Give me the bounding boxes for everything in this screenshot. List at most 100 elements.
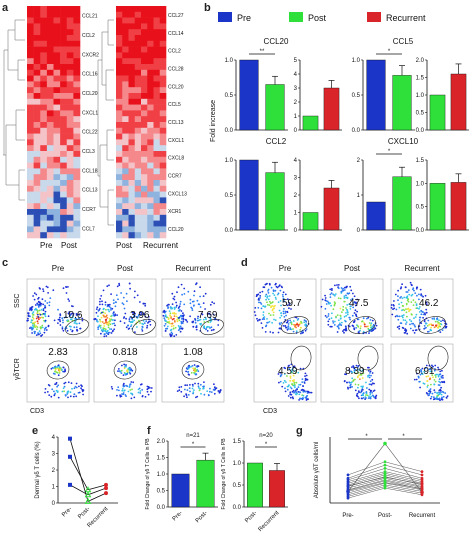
heatmap-right-cell: [116, 58, 123, 65]
heatmap-left-cell: [66, 110, 74, 117]
d-ssc-plot-event: [399, 322, 402, 324]
c-ssc-plot-event: [129, 321, 132, 324]
heatmap-left-cell: [40, 139, 48, 146]
c-ssc-plot-event: [205, 318, 207, 321]
d-ssc-plot-event: [327, 313, 330, 315]
d-ssc-plot-event: [263, 286, 266, 289]
c-ssc-plot-event: [131, 317, 134, 320]
heatmap-right-cell: [153, 133, 161, 140]
heatmap-left-cell: [46, 214, 54, 221]
d-tcr-plot-event: [429, 377, 431, 380]
heatmap-right-cell: [122, 46, 129, 53]
heatmap-left-cell: [33, 191, 41, 198]
heatmap-left-cell: [53, 209, 61, 216]
c-ssc-plot-event: [30, 319, 33, 322]
heatmap-right-cell: [128, 139, 136, 146]
c-tcr-value: 1.08: [183, 347, 203, 358]
c-ssc-plot-event: [98, 324, 101, 327]
d-ssc-plot-event: [405, 323, 407, 325]
d-tcr-plot-event: [296, 388, 298, 391]
d-ssc-plot-event: [328, 318, 331, 321]
c-tcr-plot-event: [116, 394, 118, 397]
c-ssc-plot-event: [114, 319, 116, 322]
heatmap-right-cell: [116, 214, 123, 221]
d-ssc-plot-event: [272, 307, 275, 310]
c-ssc-plot-event: [65, 292, 68, 294]
heatmap-right-cell: [147, 64, 154, 71]
heatmap-left-cell: [60, 87, 68, 94]
d-ssc-plot-event: [412, 287, 415, 290]
d-ssc-plot-event: [399, 297, 401, 299]
d-ssc-plot-event: [259, 301, 262, 304]
c-ssc-plot-event: [211, 301, 214, 304]
c-ssc-plot-event: [163, 310, 166, 313]
c-ssc-plot-event: [144, 304, 147, 307]
d-ssc-plot-event: [362, 330, 365, 333]
heatmap-right-gene-label: CCL20: [168, 84, 184, 90]
d-tcr-plot-event: [283, 373, 286, 375]
c-ssc-plot-event: [74, 317, 77, 320]
c-ssc-plot-event: [99, 318, 101, 321]
c-ssc-plot-event: [195, 328, 198, 331]
heatmap-left-cell: [46, 168, 54, 175]
c-ssc-plot-event: [31, 312, 34, 315]
c-ssc-plot-event: [191, 309, 194, 311]
d-ssc-plot-event: [263, 318, 266, 320]
heatmap-right-cell: [159, 151, 167, 158]
d-ssc-plot-event: [411, 322, 413, 325]
c-ssc-plot-event: [107, 308, 109, 311]
c-ssc-plot-event: [121, 302, 124, 304]
heatmap-dendrograms: [3, 19, 114, 226]
heatmap-right-cell: [134, 87, 142, 94]
heatmap-left-cell: [66, 127, 74, 134]
c-ssc-plot-event: [68, 300, 71, 302]
c-tcr-plot-event: [129, 383, 132, 386]
d-ssc-plot-event: [350, 299, 352, 301]
d-tcr-plot-event: [359, 373, 362, 376]
heatmap-left-cell: [33, 110, 41, 117]
bar-y-tick-label: 4: [294, 158, 298, 164]
d-tcr-plot-event: [351, 385, 353, 388]
heatmap-right-cell: [116, 40, 123, 47]
d-ssc-plot-event: [407, 298, 410, 301]
heatmap-left-cell: [46, 220, 54, 227]
f1-ylabel: Fold Change of γδ T Cells in PB: [145, 438, 151, 510]
heatmap-right-cell: [116, 122, 123, 129]
d-tcr-plot-event: [356, 394, 358, 396]
d-ssc-plot-event: [339, 317, 342, 320]
c-ssc-plot-event: [166, 304, 169, 307]
c-ssc-plot-event: [27, 314, 30, 317]
bar-y-tick-label: 1.5: [416, 158, 425, 164]
d-tcr-plot-event: [436, 394, 439, 397]
c-ssc-plot-event: [189, 298, 192, 301]
c-ssc-plot-event: [171, 292, 174, 295]
heatmap-left-cell: [27, 180, 34, 187]
c-ssc-plot-event: [41, 324, 44, 327]
d-ssc-plot-event: [334, 293, 337, 295]
heatmap-right-cell: [141, 220, 148, 227]
c-ssc-plot-event: [105, 318, 108, 321]
heatmap-right-cell: [159, 46, 167, 53]
d-ssc-plot-event: [409, 308, 412, 311]
heatmap-left-cell: [60, 139, 68, 146]
c-ssc-plot-event: [57, 322, 59, 324]
d-ssc-plot-event: [268, 282, 271, 285]
heatmap-right-cell: [134, 127, 142, 134]
c-ssc-plot-event: [110, 293, 112, 295]
d-tcr-plot-event: [440, 391, 442, 393]
c-ssc-plot-event: [107, 326, 110, 329]
heatmap-left-gene-label: CCL7: [82, 226, 95, 232]
d-ssc-plot-event: [428, 323, 431, 326]
c-ssc-plot-event: [135, 315, 138, 318]
heatmap-right-cell: [153, 69, 161, 76]
heatmap-right-cell: [134, 23, 142, 30]
d-ssc-plot-event: [402, 314, 405, 316]
c-tcr-plot-event: [69, 395, 72, 398]
g-point: [346, 484, 350, 488]
c-ssc-plot-event: [149, 320, 151, 323]
d-ssc-plot-event: [278, 309, 281, 312]
heatmap-right-cell: [128, 75, 136, 82]
heatmap-right-cell: [153, 17, 161, 24]
heatmap-right-cell: [134, 58, 142, 65]
d-ssc-plot-event: [348, 316, 351, 319]
